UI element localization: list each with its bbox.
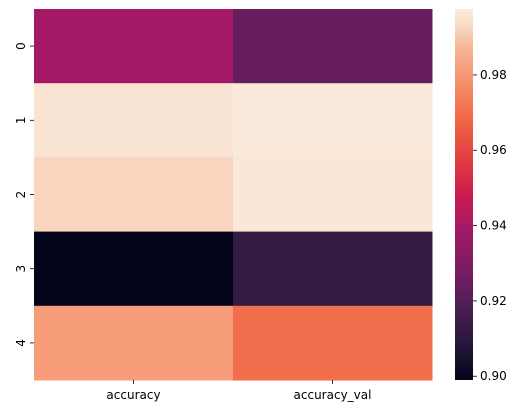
y-tick-label: 1 bbox=[14, 116, 28, 124]
y-tick-label: 4 bbox=[14, 339, 28, 347]
colorbar-tick-label: 0.92 bbox=[480, 294, 507, 308]
x-tick-label: accuracy_val bbox=[294, 388, 372, 402]
y-tick-label: 3 bbox=[14, 265, 28, 273]
heatmap-cell-r1-c1 bbox=[233, 83, 433, 158]
colorbar-ticks: 0.90 0.92 0.94 0.96 0.98 bbox=[473, 68, 507, 383]
colorbar bbox=[455, 9, 473, 380]
heatmap-cell-r2-c1 bbox=[233, 157, 433, 233]
colorbar-gradient bbox=[455, 9, 473, 380]
colorbar-tick-label: 0.98 bbox=[480, 68, 507, 82]
y-tick-label: 0 bbox=[14, 42, 28, 50]
heatmap-cells bbox=[34, 9, 433, 381]
y-axis-ticks: 0 1 2 3 4 bbox=[14, 42, 34, 347]
colorbar-tick-label: 0.94 bbox=[480, 219, 507, 233]
colorbar-tick-label: 0.90 bbox=[480, 369, 507, 383]
heatmap-cell-r3-c1 bbox=[233, 231, 433, 307]
x-axis-ticks: accuracy accuracy_val bbox=[106, 380, 371, 402]
colorbar-tick-label: 0.96 bbox=[480, 143, 507, 157]
heatmap-cell-r3-c0 bbox=[34, 231, 234, 307]
heatmap-cell-r4-c1 bbox=[233, 305, 433, 381]
x-tick-label: accuracy bbox=[106, 388, 160, 402]
heatmap-cell-r0-c1 bbox=[233, 9, 433, 84]
heatmap-cell-r1-c0 bbox=[34, 83, 234, 158]
heatmap-cell-r2-c0 bbox=[34, 157, 234, 233]
heatmap-cell-r4-c0 bbox=[34, 305, 234, 381]
heatmap-cell-r0-c0 bbox=[34, 9, 234, 84]
y-tick-label: 2 bbox=[14, 191, 28, 199]
